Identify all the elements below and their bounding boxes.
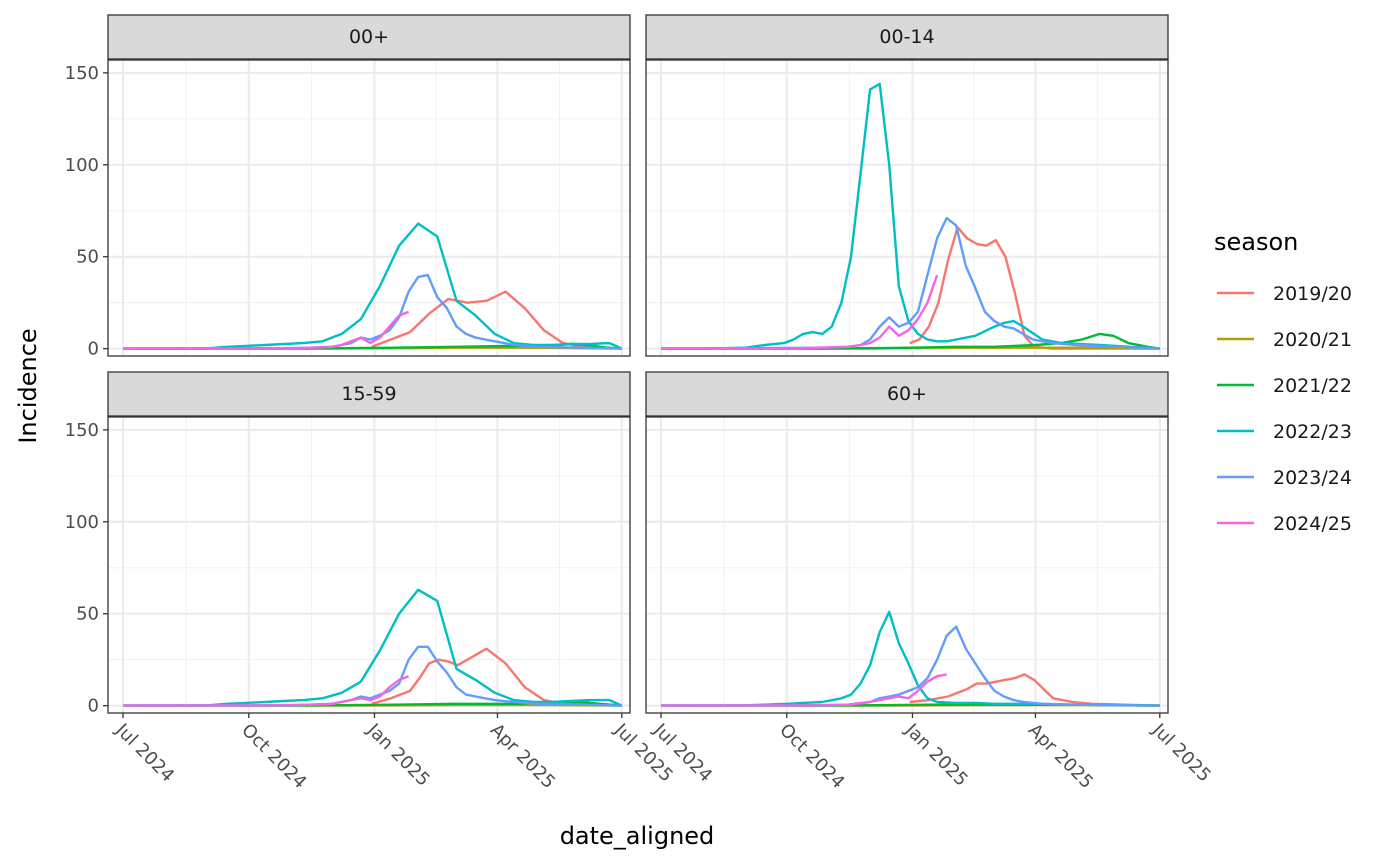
series-line-2022-23 xyxy=(123,588,623,707)
panel-border xyxy=(107,59,631,357)
y-tick-label: 0 xyxy=(88,696,99,717)
series-line-2023-24 xyxy=(660,216,1160,350)
panel-border xyxy=(645,59,1169,357)
legend-label: 2022/23 xyxy=(1273,421,1352,443)
facet-strip-label: 00+ xyxy=(349,26,389,48)
facet-strip-label: 60+ xyxy=(887,383,927,405)
series-line-2022-23 xyxy=(661,610,1160,707)
legend-label: 2024/25 xyxy=(1273,513,1352,535)
x-tick-label: Jan 2025 xyxy=(900,719,972,791)
legend-item: 2024/25 xyxy=(1217,513,1352,535)
facet-panel-60+: 60+ xyxy=(645,371,1169,714)
series-line-2022-23 xyxy=(661,82,1160,350)
x-tick-label: Jul 2024 xyxy=(111,719,178,786)
panel-background xyxy=(108,417,630,713)
series-line-2019-20 xyxy=(371,290,622,350)
y-axis-title: Incidence xyxy=(14,328,42,443)
panel-background xyxy=(646,60,1168,356)
facet-strip-label: 15-59 xyxy=(341,383,396,405)
facet-panel-00+: 00+ xyxy=(107,14,631,357)
legend-item: 2019/20 xyxy=(1217,283,1352,305)
series-line-2019-20 xyxy=(909,673,1160,707)
facet-panel-00-14: 00-14 xyxy=(645,14,1169,357)
legend-item: 2021/22 xyxy=(1217,375,1352,397)
y-tick-label: 100 xyxy=(65,155,99,176)
legend-item: 2020/21 xyxy=(1217,329,1352,351)
facet-strip xyxy=(107,14,631,60)
legend-label: 2020/21 xyxy=(1273,329,1352,351)
legend-label: 2019/20 xyxy=(1273,283,1352,305)
facet-strip xyxy=(645,371,1169,417)
y-tick-label: 50 xyxy=(76,604,99,625)
legend-item: 2023/24 xyxy=(1217,467,1352,489)
legend-item: 2022/23 xyxy=(1217,421,1352,443)
facet-panel-15-59: 15-59 xyxy=(107,371,631,714)
legend: season 2019/20 2020/21 2021/22 2022/23 2023/… xyxy=(1214,228,1352,535)
series-line-2024-25 xyxy=(661,274,939,350)
y-tick-label: 150 xyxy=(65,63,99,84)
panels-layer: 00+ 00-14 15-59 60+ xyxy=(107,14,1169,714)
y-tick-label: 50 xyxy=(76,247,99,268)
facet-strip-label: 00-14 xyxy=(879,26,934,48)
x-tick-label: Jul 2025 xyxy=(1148,719,1215,786)
x-axis-title: date_aligned xyxy=(560,822,715,850)
y-tick-label: 100 xyxy=(65,512,99,533)
x-tick-label: Apr 2025 xyxy=(1024,720,1097,793)
y-tick-label: 150 xyxy=(65,420,99,441)
facet-strip xyxy=(645,14,1169,60)
panel-border xyxy=(645,416,1169,714)
series-line-2022-23 xyxy=(123,222,623,350)
legend-title: season xyxy=(1214,228,1298,256)
x-tick-label: Jan 2025 xyxy=(362,719,434,791)
series-line-2019-20 xyxy=(371,647,622,707)
x-tick-label: Oct 2024 xyxy=(237,720,310,793)
series-line-2024-25 xyxy=(123,675,410,707)
panel-background xyxy=(646,417,1168,713)
y-tick-label: 0 xyxy=(88,339,99,360)
x-tick-label: Oct 2024 xyxy=(775,720,848,793)
facet-strip xyxy=(107,371,631,417)
series-line-2019-20 xyxy=(909,226,1160,350)
legend-label: 2021/22 xyxy=(1273,375,1352,397)
x-tick-label: Apr 2025 xyxy=(486,720,559,793)
legend-label: 2023/24 xyxy=(1273,467,1352,489)
panel-border xyxy=(107,416,631,714)
series-line-2024-25 xyxy=(123,310,410,350)
series-line-2024-25 xyxy=(661,673,947,707)
